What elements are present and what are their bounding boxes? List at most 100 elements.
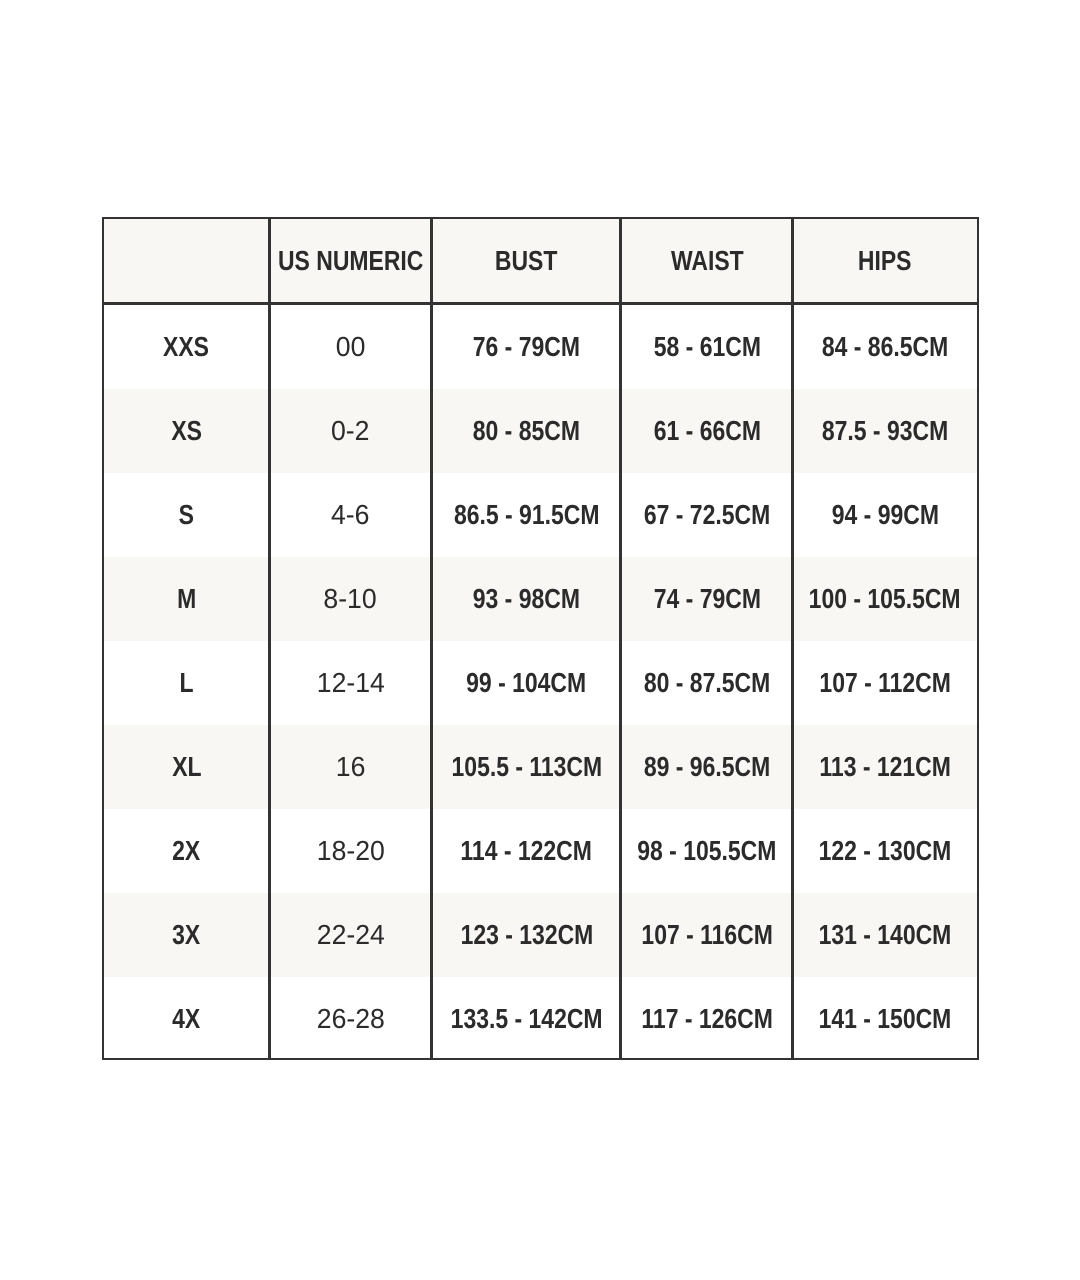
table-cell: 61 - 66CM: [621, 389, 793, 473]
cell-text: M: [176, 583, 197, 614]
table-cell: 141 - 150CM: [793, 977, 977, 1061]
table-cell: 4X: [104, 977, 269, 1061]
cell-text: 74 - 79CM: [653, 583, 761, 614]
cell-text: 105.5 - 113CM: [451, 751, 602, 782]
table-row: XS 0-2 80 - 85CM 61 - 66CM 87.5 - 93CM: [104, 389, 977, 473]
size-chart-table: US NUMERIC BUST WAIST HIPS XXS 00 76 - 79C…: [102, 217, 979, 1060]
table-cell: 93 - 98CM: [432, 557, 621, 641]
table-cell: 86.5 - 91.5CM: [432, 473, 621, 557]
cell-text: 107 - 112CM: [819, 667, 951, 698]
table-cell: 117 - 126CM: [621, 977, 793, 1061]
table-cell: 87.5 - 93CM: [793, 389, 977, 473]
cell-text: 93 - 98CM: [472, 583, 581, 614]
table-cell: 76 - 79CM: [432, 305, 621, 389]
table-cell: 2X: [104, 809, 269, 893]
table-cell: XS: [104, 389, 269, 473]
table-cell: M: [104, 557, 269, 641]
cell-text: 80 - 85CM: [472, 415, 581, 446]
table-cell: 26-28: [269, 977, 432, 1061]
cell-text: 107 - 116CM: [641, 919, 773, 950]
table-row: 4X 26-28 133.5 - 142CM 117 - 126CM 141 - 150…: [104, 977, 977, 1061]
table-cell: 113 - 121CM: [793, 725, 977, 809]
column-divider: [791, 219, 794, 1058]
cell-text: 89 - 96.5CM: [643, 751, 771, 782]
header-text: US NUMERIC: [277, 244, 424, 276]
table-row: 2X 18-20 114 - 122CM 98 - 105.5CM 122 - 130C…: [104, 809, 977, 893]
cell-text: 94 - 99CM: [831, 499, 939, 530]
table-row: XL 16 105.5 - 113CM 89 - 96.5CM 113 - 121CM: [104, 725, 977, 809]
cell-text: 117 - 126CM: [641, 1003, 773, 1034]
cell-text: 3X: [172, 919, 201, 950]
table-cell: 0-2: [269, 389, 432, 473]
table-row: 3X 22-24 123 - 132CM 107 - 116CM 131 - 140CM: [104, 893, 977, 977]
table-cell: 133.5 - 142CM: [432, 977, 621, 1061]
table-cell: 74 - 79CM: [621, 557, 793, 641]
cell-text: 18-20: [316, 835, 385, 866]
table-cell: 89 - 96.5CM: [621, 725, 793, 809]
table-cell: 8-10: [269, 557, 432, 641]
cell-text: 16: [335, 751, 366, 782]
cell-text: 0-2: [331, 415, 370, 446]
cell-text: 100 - 105.5CM: [809, 583, 961, 614]
table-cell: 105.5 - 113CM: [432, 725, 621, 809]
header-text: BUST: [495, 244, 558, 276]
table-cell: 100 - 105.5CM: [793, 557, 977, 641]
cell-text: 22-24: [316, 919, 385, 950]
table-cell: XXS: [104, 305, 269, 389]
cell-text: 58 - 61CM: [653, 331, 761, 362]
table-cell: 107 - 112CM: [793, 641, 977, 725]
table-row: S 4-6 86.5 - 91.5CM 67 - 72.5CM 94 - 99CM: [104, 473, 977, 557]
cell-text: XS: [171, 415, 202, 446]
column-divider: [619, 219, 622, 1058]
cell-text: XL: [171, 751, 202, 782]
column-divider: [430, 219, 433, 1058]
cell-text: 61 - 66CM: [653, 415, 761, 446]
table-cell: 58 - 61CM: [621, 305, 793, 389]
header-cell-bust: BUST: [432, 219, 621, 302]
table-row: L 12-14 99 - 104CM 80 - 87.5CM 107 - 112CM: [104, 641, 977, 725]
table-cell: 00: [269, 305, 432, 389]
cell-text: 99 - 104CM: [466, 667, 587, 698]
cell-text: 133.5 - 142CM: [450, 1003, 603, 1034]
cell-text: 131 - 140CM: [818, 919, 952, 950]
table-cell: 12-14: [269, 641, 432, 725]
cell-text: 26-28: [316, 1003, 385, 1034]
table-cell: 80 - 87.5CM: [621, 641, 793, 725]
cell-text: 122 - 130CM: [818, 835, 952, 866]
table-cell: 99 - 104CM: [432, 641, 621, 725]
header-cell-size: [104, 219, 269, 302]
header-text: HIPS: [858, 244, 912, 276]
table-cell: L: [104, 641, 269, 725]
header-cell-waist: WAIST: [621, 219, 793, 302]
cell-text: S: [178, 499, 195, 530]
table-cell: 18-20: [269, 809, 432, 893]
cell-text: 86.5 - 91.5CM: [453, 499, 600, 530]
header-cell-us-numeric: US NUMERIC: [269, 219, 432, 302]
cell-text: 114 - 122CM: [460, 835, 593, 866]
table-row: M 8-10 93 - 98CM 74 - 79CM 100 - 105.5CM: [104, 557, 977, 641]
cell-text: 80 - 87.5CM: [643, 667, 771, 698]
cell-text: 12-14: [316, 667, 385, 698]
table-cell: 98 - 105.5CM: [621, 809, 793, 893]
cell-text: 113 - 121CM: [819, 751, 951, 782]
table-cell: 131 - 140CM: [793, 893, 977, 977]
table-cell: 22-24: [269, 893, 432, 977]
cell-text: 87.5 - 93CM: [821, 415, 949, 446]
cell-text: 2X: [172, 835, 201, 866]
table-cell: 107 - 116CM: [621, 893, 793, 977]
table-cell: XL: [104, 725, 269, 809]
table-row: XXS 00 76 - 79CM 58 - 61CM 84 - 86.5CM: [104, 305, 977, 389]
table-cell: 3X: [104, 893, 269, 977]
table-cell: 80 - 85CM: [432, 389, 621, 473]
column-divider: [268, 219, 271, 1058]
table-cell: 4-6: [269, 473, 432, 557]
header-cell-hips: HIPS: [793, 219, 977, 302]
table-cell: 16: [269, 725, 432, 809]
cell-text: 67 - 72.5CM: [643, 499, 771, 530]
table-header-row: US NUMERIC BUST WAIST HIPS: [104, 219, 977, 305]
cell-text: 00: [335, 331, 366, 362]
cell-text: 84 - 86.5CM: [821, 331, 949, 362]
cell-text: 8-10: [323, 583, 378, 614]
cell-text: 141 - 150CM: [818, 1003, 952, 1034]
cell-text: 4-6: [331, 499, 370, 530]
